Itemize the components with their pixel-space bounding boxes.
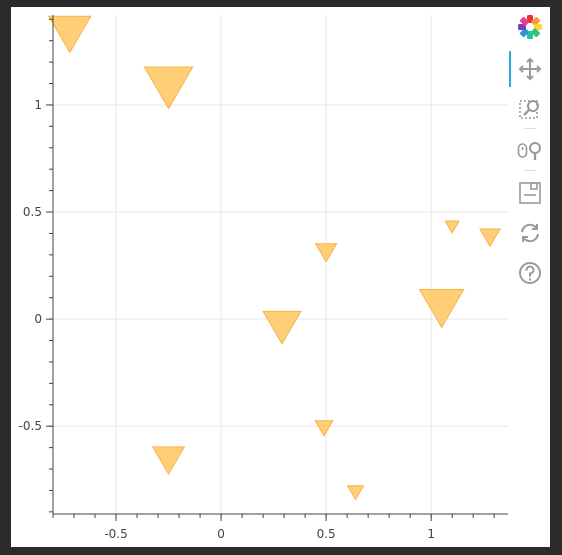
box-zoom-icon[interactable] (516, 95, 544, 123)
y-tick-label: 0 (34, 312, 42, 326)
axes: -0.5 0 0.5 1 -0.5 0 0.5 1 (19, 15, 508, 541)
y-tick-label: 1 (34, 98, 42, 112)
pan-icon[interactable] (516, 55, 544, 83)
x-tick-label: 0.5 (317, 527, 336, 541)
scatter-plot[interactable]: -0.5 0 0.5 1 -0.5 0 0.5 1 (11, 7, 508, 547)
y-tick-label: -0.5 (19, 419, 42, 433)
y-tick-label: 0.5 (23, 205, 42, 219)
active-tool-indicator (509, 51, 511, 87)
plot-frame: -0.5 0 0.5 1 -0.5 0 0.5 1 (11, 7, 550, 547)
data-point (151, 446, 186, 475)
x-tick-label: -0.5 (104, 527, 127, 541)
help-icon[interactable] (516, 259, 544, 287)
x-tick-label: 0 (217, 527, 225, 541)
save-icon[interactable] (516, 179, 544, 207)
reset-icon[interactable] (516, 219, 544, 247)
data-point (418, 288, 465, 329)
toolbar-divider (524, 170, 536, 171)
data-point (314, 420, 334, 437)
data-point (314, 243, 338, 263)
data-point (479, 228, 501, 248)
toolbar (508, 7, 550, 547)
data-point (444, 220, 460, 234)
wheel-zoom-icon[interactable] (516, 137, 544, 165)
markers (47, 15, 501, 501)
data-point (262, 310, 302, 345)
x-tick-label: 1 (427, 527, 435, 541)
data-point (143, 66, 194, 110)
bokeh-logo-icon[interactable] (516, 13, 544, 41)
data-point (47, 15, 92, 54)
data-point (346, 485, 365, 501)
toolbar-divider (524, 128, 536, 129)
grid-lines (53, 15, 508, 514)
